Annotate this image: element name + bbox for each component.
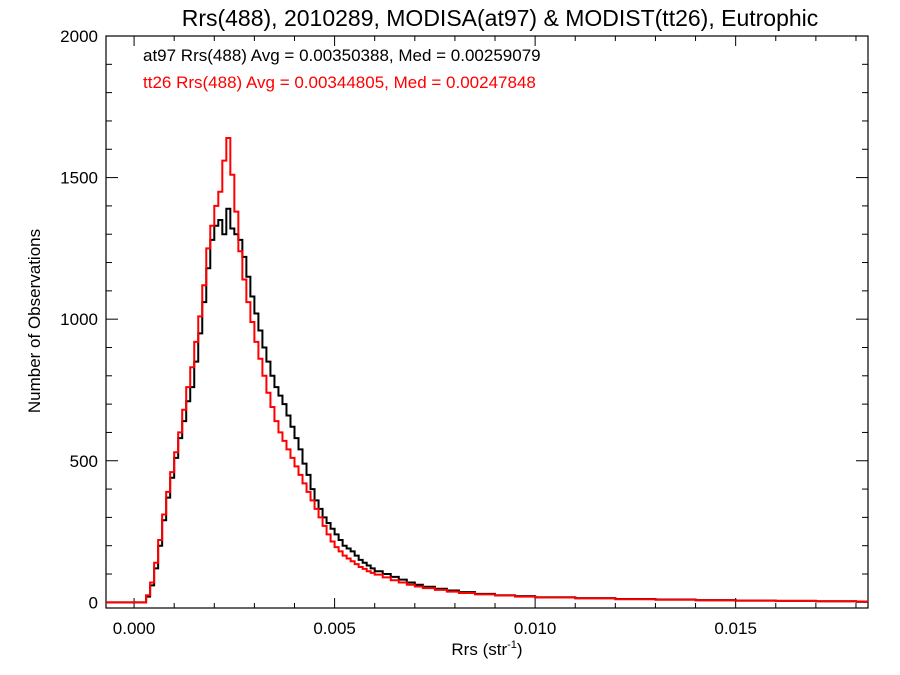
x-tick-label: 0.000 [113,619,156,638]
y-tick-label: 500 [70,452,98,471]
plot-frame [105,35,869,609]
x-axis-label-close: ) [517,640,523,659]
x-tick-label: 0.005 [313,619,356,638]
chart-title: Rrs(488), 2010289, MODISA(at97) & MODIST… [182,5,819,31]
x-axis-label-main: Rrs (str [451,640,507,659]
x-tick-label: 0.010 [514,619,557,638]
y-tick-label: 0 [89,593,98,612]
legend-entry-0: at97 Rrs(488) Avg = 0.00350388, Med = 0.… [143,46,541,65]
x-axis-label: Rrs (str-1) [451,639,522,659]
x-axis-label-superscript: -1 [507,639,517,651]
y-tick-label: 1000 [60,310,98,329]
legend: at97 Rrs(488) Avg = 0.00350388, Med = 0.… [143,46,541,92]
series-line-0 [106,207,868,604]
y-axis-label: Number of Observations [25,229,44,413]
y-tick-label: 2000 [60,27,98,46]
y-tick-label: 1500 [60,169,98,188]
series-layer [106,136,868,604]
legend-entry-1: tt26 Rrs(488) Avg = 0.00344805, Med = 0.… [143,73,536,92]
x-tick-label: 0.015 [714,619,757,638]
axis-ticks: 0.000 0.005 0.010 0.015 0 500 1000 1500 2000 [60,27,868,638]
series-line-1 [106,136,868,604]
